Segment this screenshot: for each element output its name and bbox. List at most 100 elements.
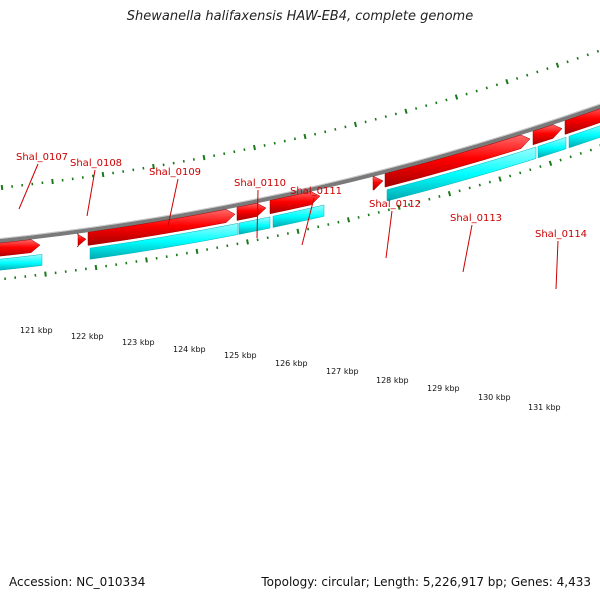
outer-tick-minor	[458, 189, 461, 193]
outer-tick-major	[195, 248, 199, 255]
ruler-label: 128 kbp	[376, 376, 409, 385]
inner-tick-minor	[515, 77, 519, 80]
outer-tick-minor	[488, 180, 492, 184]
inner-tick-minor	[364, 120, 367, 124]
gene-label-leader	[301, 197, 315, 246]
inner-tick-minor	[495, 83, 499, 87]
inner-tick-minor	[374, 117, 377, 121]
cds-arrow	[269, 191, 321, 215]
gene-label: Shal_0111	[290, 186, 342, 197]
inner-tick-minor	[485, 86, 488, 90]
cds-arrow	[76, 233, 87, 248]
outer-tick-major	[397, 204, 401, 210]
gene-label-leader	[167, 178, 179, 227]
gene-label: Shal_0110	[234, 178, 286, 189]
inner-tick-minor	[263, 144, 266, 147]
ruler-label: 131 kbp	[528, 403, 561, 412]
inner-tick-major	[51, 178, 54, 185]
gene-label: Shal_0107	[16, 152, 68, 163]
gene-label-leader	[462, 224, 473, 273]
inner-tick-minor	[384, 115, 387, 119]
inner-tick-major	[253, 144, 256, 151]
ruler-label: 121 kbp	[20, 326, 53, 335]
inner-tick-minor	[425, 104, 428, 108]
inner-tick-minor	[324, 130, 327, 134]
accession-text: Accession: NC_010334	[9, 575, 146, 589]
cds-arrow	[0, 239, 41, 257]
inner-tick-minor	[586, 53, 589, 57]
outer-tick-minor	[438, 195, 441, 198]
outer-tick-major	[145, 257, 148, 263]
ruler-labels: 121 kbp 122 kbp 123 kbp 124 kbp 125 kbp 126 k…	[20, 326, 561, 412]
inner-tick-minor	[546, 67, 549, 71]
inner-tick-minor	[273, 141, 276, 145]
outer-tick-major	[548, 160, 553, 167]
outer-tick-minor	[428, 197, 431, 201]
outer-tick-major	[498, 176, 502, 182]
inner-tick-major	[555, 62, 560, 68]
gene-label-leader	[555, 240, 559, 290]
outer-tick-minor	[266, 236, 269, 240]
label-leaders	[18, 163, 559, 290]
gene-feature-bar	[0, 254, 43, 271]
cds-arrow	[236, 202, 267, 221]
gene-feature-bar	[386, 146, 537, 202]
inner-tick-minor	[293, 137, 296, 141]
gene-label-leader	[385, 210, 393, 259]
outer-tick-minor	[408, 203, 411, 207]
inner-tick-major	[505, 79, 509, 85]
outer-tick-minor	[327, 223, 330, 226]
outer-tick-major	[246, 239, 249, 245]
outer-tick-minor	[367, 213, 370, 217]
inner-tick-minor	[243, 148, 246, 152]
inner-tick-major	[404, 108, 408, 114]
outer-tick-minor	[357, 215, 360, 219]
outer-tick-minor	[539, 165, 542, 169]
cds-arrow	[384, 134, 531, 188]
inner-tick-ring	[0, 49, 600, 191]
inner-tick-major	[101, 171, 105, 178]
cds-arrow	[532, 124, 563, 146]
gene-label-leader	[256, 189, 259, 239]
outer-tick-minor	[276, 234, 279, 238]
outer-tick-minor	[529, 168, 532, 172]
inner-tick-major	[202, 154, 206, 161]
gene-feature-bar	[537, 136, 567, 159]
outer-tick-major	[44, 271, 47, 277]
outer-tick-ring	[4, 144, 600, 281]
inner-tick-minor	[445, 98, 448, 102]
ruler-label: 129 kbp	[427, 384, 460, 393]
inner-tick-minor	[283, 139, 286, 143]
outer-tick-minor	[468, 186, 471, 190]
outer-tick-minor	[286, 232, 289, 235]
gene-label: Shal_0108	[70, 158, 122, 169]
inner-tick-minor	[536, 70, 539, 74]
inner-tick-minor	[314, 132, 317, 136]
ruler-label: 124 kbp	[173, 345, 206, 354]
inner-tick-major	[0, 184, 4, 191]
gene-label: Shal_0112	[369, 199, 421, 210]
ruler-label: 122 kbp	[71, 332, 104, 341]
outer-tick-major	[296, 228, 300, 234]
inner-tick-minor	[576, 56, 579, 60]
genome-summary-text: Topology: circular; Length: 5,226,917 bp…	[261, 575, 591, 589]
outer-tick-minor	[337, 220, 340, 224]
gene-features	[0, 125, 600, 271]
outer-tick-major	[346, 217, 351, 223]
outer-tick-minor	[377, 210, 380, 214]
inner-tick-major	[303, 133, 307, 140]
outer-tick-minor	[559, 158, 562, 162]
outer-tick-minor	[387, 208, 390, 212]
outer-tick-major	[447, 190, 452, 197]
ruler-label: 125 kbp	[224, 351, 257, 360]
inner-tick-minor	[394, 112, 397, 116]
cds-arrow	[564, 108, 600, 135]
inner-tick-major	[152, 163, 155, 170]
cds-features	[0, 108, 600, 257]
inner-tick-minor	[414, 107, 418, 110]
genome-backbone-highlight	[0, 103, 600, 239]
outer-tick-minor	[307, 227, 310, 231]
gene-label: Shal_0114	[535, 229, 587, 240]
inner-tick-minor	[344, 125, 347, 129]
